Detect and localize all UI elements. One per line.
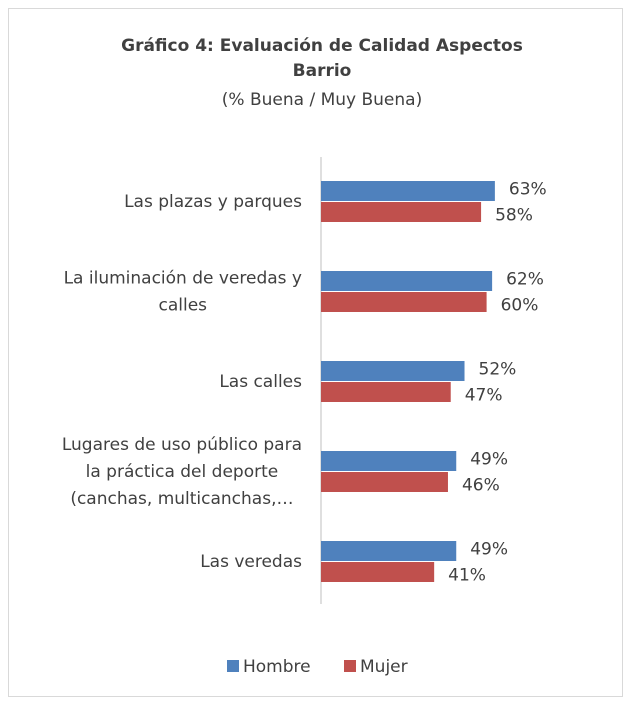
value-label: 49% (470, 540, 508, 560)
chart-subtitle: (% Buena / Muy Buena) (222, 90, 422, 110)
bar (321, 562, 435, 582)
bar (321, 271, 493, 291)
y-tick-label: Lugares de uso público para (62, 435, 302, 455)
bar (321, 361, 465, 381)
value-label: 62% (506, 270, 544, 290)
bar (321, 181, 495, 201)
bar (321, 382, 451, 402)
value-label: 46% (462, 476, 500, 496)
y-tick-label: (canchas, multicanchas,… (70, 489, 293, 509)
bar (321, 472, 448, 492)
legend-label: Hombre (243, 657, 311, 677)
value-label: 63% (509, 180, 547, 200)
chart-border (8, 8, 623, 697)
legend-swatch (344, 660, 356, 672)
value-label: 47% (465, 386, 503, 406)
value-label: 52% (479, 360, 517, 380)
y-tick-label: La iluminación de veredas y (64, 269, 302, 289)
legend-label: Mujer (360, 657, 408, 677)
y-tick-label: Las veredas (200, 552, 302, 572)
chart-title: Barrio (293, 61, 352, 81)
y-tick-label: Las calles (219, 372, 302, 392)
y-tick-label: calles (159, 296, 208, 316)
value-label: 58% (495, 206, 533, 226)
y-tick-label: Las plazas y parques (124, 192, 302, 212)
y-tick-label: la práctica del deporte (86, 462, 279, 482)
bar (321, 202, 482, 222)
value-label: 60% (501, 296, 539, 316)
bar (321, 541, 457, 561)
chart-title: Gráfico 4: Evaluación de Calidad Aspecto… (121, 36, 523, 56)
legend-swatch (227, 660, 239, 672)
value-label: 41% (448, 566, 486, 586)
bar (321, 451, 457, 471)
value-label: 49% (470, 450, 508, 470)
bar (321, 292, 487, 312)
